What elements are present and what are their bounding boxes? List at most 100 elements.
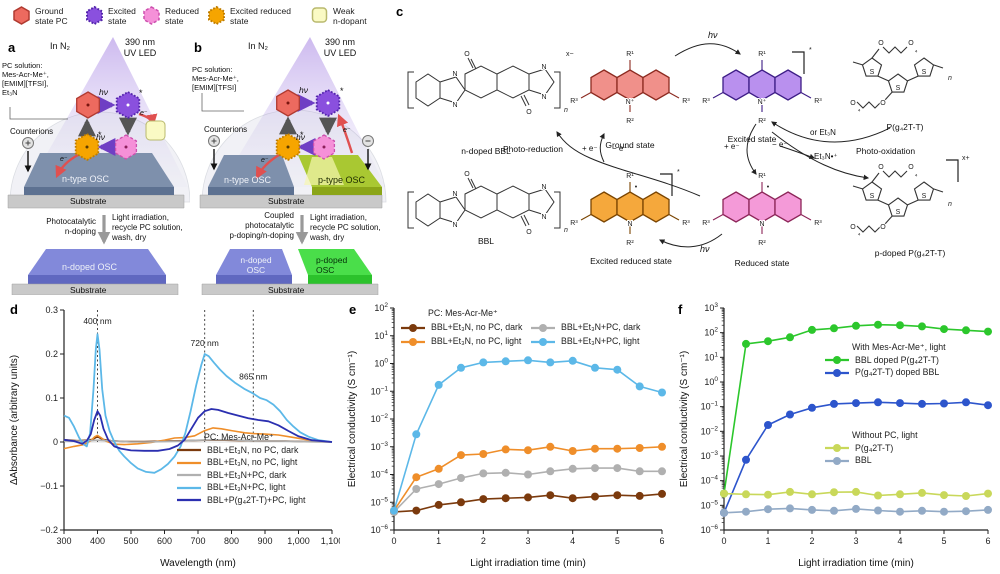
p-doped-polymer-structure	[849, 163, 944, 238]
data-point	[764, 421, 772, 429]
data-point	[524, 493, 532, 502]
data-point	[479, 358, 488, 367]
data-point	[635, 382, 644, 391]
data-point	[874, 506, 882, 515]
data-point	[501, 468, 510, 477]
legend-item-weak-n-dopant: Weak n-dopant	[310, 5, 367, 26]
data-point	[613, 365, 622, 374]
n-doped-osc-slab	[216, 249, 292, 275]
y-tick-label: 10−4	[701, 475, 719, 486]
data-point	[742, 339, 750, 348]
y-tick-label: 10−3	[371, 441, 389, 452]
x-tick-label: 1	[436, 536, 441, 546]
atmosphere-label: In N₂	[248, 41, 268, 51]
data-point	[874, 491, 882, 500]
data-point	[940, 507, 948, 516]
legend-entry-label: BBL doped P(g₄2T-T)	[855, 354, 939, 365]
data-point	[658, 467, 666, 476]
hv-bottom-label: hν	[700, 244, 710, 254]
panel-letter-c: c	[396, 4, 404, 19]
data-point	[962, 507, 970, 516]
data-point	[940, 399, 948, 408]
polymer-structure	[849, 39, 944, 114]
data-point	[742, 455, 750, 464]
legend-title: PC: Mes-Acr-Me⁺	[428, 308, 498, 318]
data-point	[940, 491, 948, 500]
data-point	[918, 488, 926, 497]
y-tick-label: −0.2	[40, 525, 58, 535]
legend-entry-label: BBL+Et₃N+PC, light	[561, 336, 640, 347]
radical-dot: •	[767, 184, 770, 191]
x-tick-label: 1,100	[321, 536, 340, 546]
data-point	[786, 333, 794, 342]
legend-entry-label: BBL	[855, 455, 872, 466]
legend-swatch	[177, 449, 201, 452]
excited-to-reduced-arrow	[746, 123, 757, 175]
data-point	[874, 398, 882, 407]
excited-reduced-bracket	[660, 173, 673, 196]
p-type-osc-label: p-type OSC	[318, 175, 366, 185]
excited-star: *	[809, 47, 812, 54]
data-point	[635, 491, 644, 500]
p-doped-osc-slab-front	[308, 275, 372, 284]
excited-bracket	[792, 51, 805, 74]
data-point	[742, 507, 750, 516]
data-point	[412, 485, 421, 493]
data-point	[896, 321, 904, 330]
legend-entry: BBL+Et₃N, no PC, light	[176, 457, 305, 468]
data-point	[808, 505, 816, 514]
n-doped-bbl-label: n-doped BBL	[461, 146, 511, 156]
data-point	[742, 490, 750, 499]
r3-label: R³	[702, 98, 710, 105]
substrate-label: Substrate	[268, 196, 305, 206]
data-point	[808, 490, 816, 499]
n-type-osc-slab-front	[24, 187, 174, 195]
x-tick-label: 1,000	[287, 536, 310, 546]
pc-solution-callout-line	[9, 107, 68, 120]
data-point	[852, 321, 860, 330]
n-type-osc-slab-front	[208, 187, 294, 195]
data-point	[390, 506, 398, 515]
y-tick-label: 0.2	[45, 349, 58, 359]
chart-conductivity-bbl: 0 1 2 3 4 5 6 10−6 10−5 10−4 10−3 10−2 10−1 100 101 102…	[344, 296, 674, 574]
x-tick-label: 700	[190, 536, 205, 546]
y-tick-label: 100	[374, 358, 388, 369]
data-point	[457, 498, 465, 507]
data-point	[501, 494, 510, 503]
legend-swatch	[177, 474, 201, 477]
substrate-slab-bottom	[11, 283, 179, 295]
data-point	[720, 508, 728, 517]
legend-swatch	[531, 323, 555, 332]
data-point	[984, 401, 992, 410]
legend-entry: P(g₄2T-T) doped BBL	[824, 367, 946, 378]
annotation-label: 720 nm	[191, 338, 219, 348]
data-point	[658, 442, 666, 451]
panel-letter-e: e	[349, 302, 357, 317]
legend-label: Weak n-dopant	[333, 6, 367, 27]
panel-letter-b: b	[194, 40, 202, 55]
r3-label: R³	[682, 98, 690, 105]
substrate-label-bottom: Substrate	[268, 285, 305, 295]
legend-entry-label: BBL+Et₃N+PC, light	[207, 482, 286, 493]
uv-light-cone	[220, 37, 386, 187]
electron-transfer-arrow-2	[255, 153, 280, 180]
data-point	[501, 357, 510, 366]
data-point	[658, 388, 666, 397]
r2-label: R²	[758, 118, 766, 125]
x-tick-label: 1	[765, 536, 770, 546]
counterions-label: Counterions	[204, 125, 248, 134]
annotation-label: 400 nm	[83, 316, 111, 326]
legend-swatch	[401, 337, 425, 346]
data-point	[524, 470, 532, 479]
data-point	[984, 327, 992, 336]
electron-label-1: e⁻	[343, 127, 351, 134]
radical-dot: •	[635, 184, 638, 191]
data-point	[852, 399, 860, 408]
hv-label-2: hν	[296, 132, 305, 142]
p-doped-osc-slab	[298, 249, 372, 275]
ground-state-pc-icon	[13, 6, 30, 25]
photo-oxidation-label: Photo-oxidation	[856, 146, 916, 156]
plus-e-right-label: + e⁻	[724, 142, 740, 151]
legend-swatch	[401, 323, 425, 332]
photo-reduction-arrow	[556, 131, 701, 197]
